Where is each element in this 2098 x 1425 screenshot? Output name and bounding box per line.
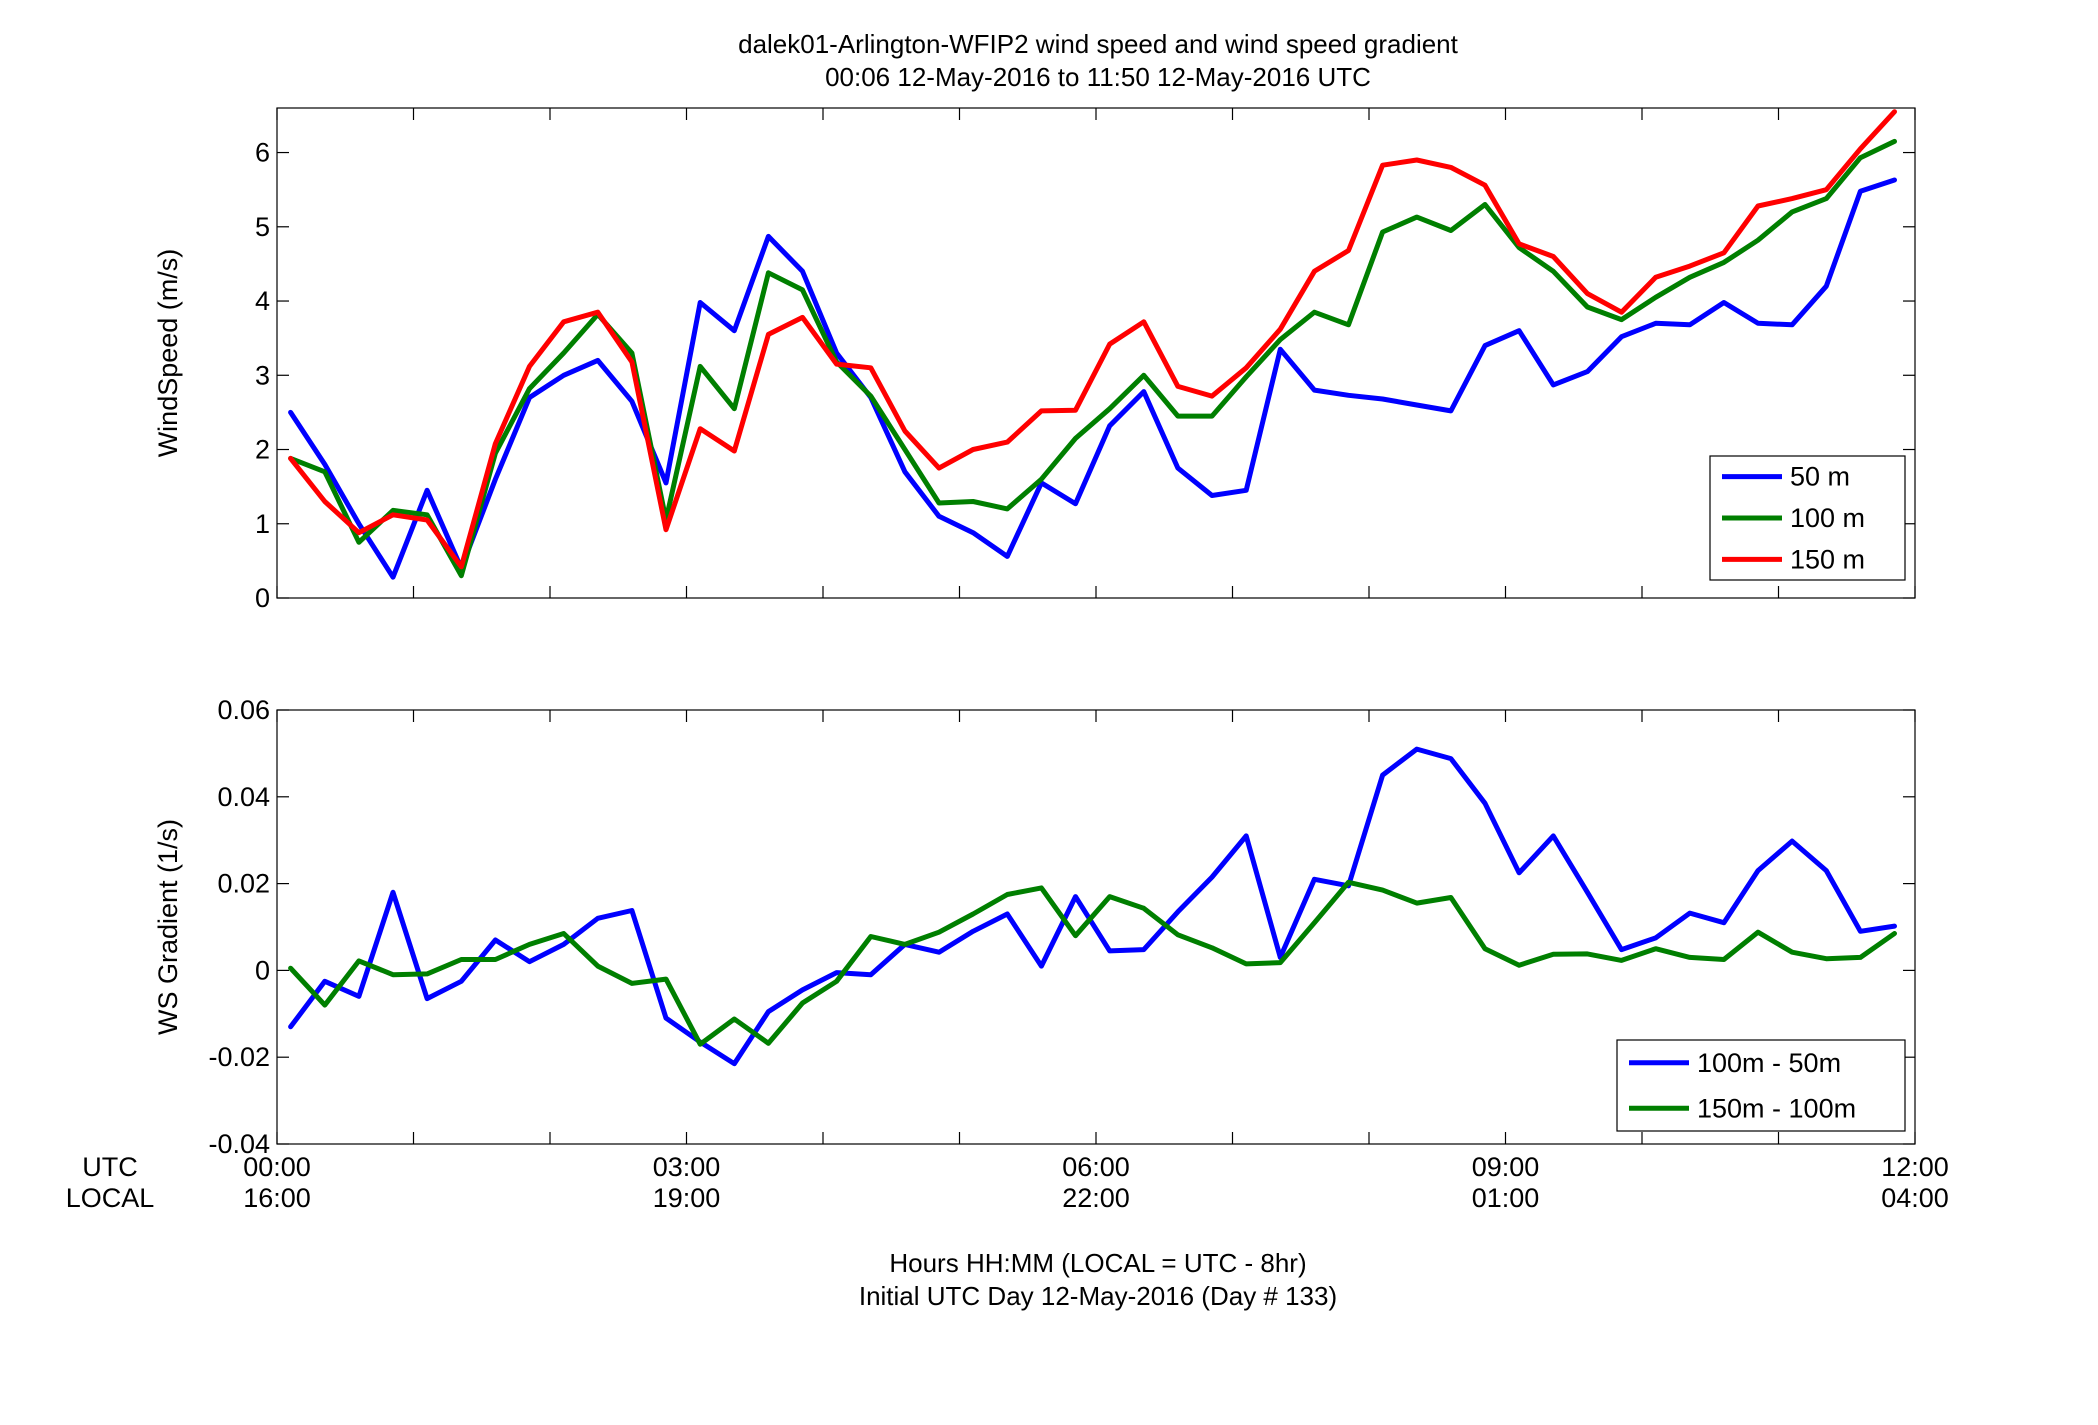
legend-box (1616, 1039, 1906, 1132)
legend: 100m - 50m 150m - 100m (1616, 1039, 1906, 1132)
y-tick-label: 0.06 (217, 695, 270, 725)
x-axis-title: Hours HH:MM (LOCAL = UTC - 8hr) (889, 1248, 1306, 1278)
legend-entry: 100 m (1790, 503, 1865, 533)
x-tick-label-utc: 00:00 (243, 1152, 311, 1182)
wind-speed-panel: 0 1 2 3 4 5 6 WindSpeed (m/s) 50 m 100 m 150 m (153, 107, 1916, 613)
x-axis-subtitle: Initial UTC Day 12-May-2016 (Day # 133) (859, 1281, 1337, 1311)
series-line-150-m (288, 109, 1897, 570)
x-tick-label-utc: 12:00 (1881, 1152, 1949, 1182)
x-tick-label-local: 04:00 (1881, 1183, 1949, 1213)
legend: 50 m 100 m 150 m (1709, 455, 1906, 581)
y-tick-label: 0 (255, 955, 270, 985)
utc-row-label: UTC (82, 1152, 138, 1182)
y-tick-label: 3 (255, 360, 270, 390)
series-line-100m-50m (288, 746, 1897, 1067)
x-tick-label-utc: 06:00 (1062, 1152, 1130, 1182)
x-tick-label-local: 19:00 (653, 1183, 721, 1213)
legend-entry: 100m - 50m (1697, 1048, 1841, 1078)
y-tick-label: 0.04 (217, 782, 270, 812)
series-line-150m-100m (288, 879, 1897, 1047)
local-row-label: LOCAL (66, 1183, 155, 1213)
x-tick-label-local: 22:00 (1062, 1183, 1130, 1213)
series-line-100-m (288, 138, 1897, 579)
figure-title: dalek01-Arlington-WFIP2 wind speed and w… (738, 29, 1459, 59)
series-line-50-m (288, 177, 1897, 580)
y-tick-label: 0.02 (217, 869, 270, 899)
y-tick-label: 2 (255, 435, 270, 465)
x-tick-label-utc: 09:00 (1472, 1152, 1540, 1182)
legend-entry: 150m - 100m (1697, 1093, 1856, 1123)
y-axis-label: WindSpeed (m/s) (153, 249, 183, 458)
y-tick-label: 6 (255, 138, 270, 168)
x-tick-label-local: 16:00 (243, 1183, 311, 1213)
wind-gradient-panel: -0.04 -0.02 0 0.02 0.04 0.06 WS Gradient (1/s)… (153, 695, 1916, 1159)
y-tick-label: 4 (255, 286, 270, 316)
y-tick-label: -0.04 (208, 1129, 270, 1159)
y-tick-label: -0.02 (208, 1042, 270, 1072)
x-tick-label-utc: 03:00 (653, 1152, 721, 1182)
figure-subtitle: 00:06 12-May-2016 to 11:50 12-May-2016 U… (825, 62, 1371, 92)
y-axis-label: WS Gradient (1/s) (153, 819, 183, 1035)
y-tick-label: 0 (255, 583, 270, 613)
y-tick-label: 5 (255, 212, 270, 242)
y-tick-label: 1 (255, 509, 270, 539)
x-tick-label-local: 01:00 (1472, 1183, 1540, 1213)
legend-entry: 150 m (1790, 544, 1865, 574)
legend-entry: 50 m (1790, 462, 1850, 492)
